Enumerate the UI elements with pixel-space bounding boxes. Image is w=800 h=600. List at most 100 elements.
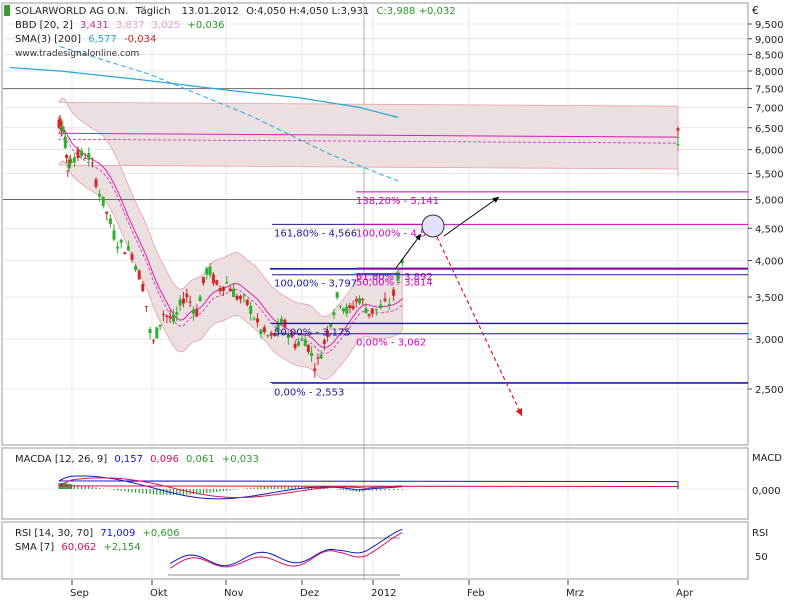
candle-body — [175, 311, 179, 315]
candle-body — [181, 298, 185, 304]
candle-body — [198, 296, 202, 302]
macd-panel-frame — [1, 447, 749, 520]
candle-body — [188, 301, 192, 303]
candle-body — [63, 136, 67, 148]
candle-body — [66, 170, 70, 172]
candle-body — [137, 270, 141, 280]
candle-body — [228, 288, 232, 292]
fib-label: 50,00% - 3,814 — [356, 278, 433, 289]
arrow-up-1 — [395, 233, 422, 269]
candle-body — [201, 277, 205, 284]
time-tick-label: Sep — [70, 588, 89, 599]
rsi-panel-label: RSI — [752, 528, 768, 539]
candle-body — [364, 308, 368, 314]
price-tick-label: 7,000 — [755, 103, 784, 114]
candle-body — [335, 292, 339, 298]
price-tick-label: 5,000 — [755, 195, 784, 206]
candle-body — [374, 308, 378, 311]
time-tick-label: Okt — [150, 588, 168, 599]
candle-body — [112, 230, 116, 240]
price-tick-label: 6,500 — [755, 124, 784, 135]
candle-body — [101, 196, 105, 206]
candle-body — [87, 153, 91, 160]
fib-label: 61,80% - 3,892 — [356, 272, 433, 283]
time-axis: Sep Okt Nov Dez 2012 Feb Mrz Apr — [70, 580, 694, 599]
time-tick-label: 2012 — [371, 588, 396, 599]
candle-body — [225, 282, 229, 284]
candle-body — [313, 368, 317, 371]
candle-body — [70, 161, 74, 163]
candle-body — [387, 304, 391, 306]
candle-body — [316, 357, 320, 359]
candle-body — [171, 314, 175, 322]
projection-arrows — [395, 196, 523, 417]
candle-body — [168, 316, 172, 319]
candle-body — [161, 314, 165, 316]
candle-body — [242, 295, 246, 297]
price-tick-label: 4,500 — [755, 224, 784, 235]
candle-body — [62, 130, 66, 133]
fib-label: 0,00% - 2,553 — [274, 387, 344, 398]
candle-body — [94, 179, 98, 187]
candle-body — [61, 126, 65, 132]
candle-body — [379, 304, 383, 309]
candle-body — [158, 324, 162, 327]
candle-body — [126, 246, 130, 251]
candle-body — [329, 323, 333, 327]
macd-signal-line — [58, 477, 679, 499]
candle-body — [235, 295, 239, 300]
candle-body — [232, 288, 236, 297]
price-tick-label: 6,000 — [755, 146, 784, 157]
candle-body — [108, 218, 112, 225]
sma-legend: SMA(3) [200] 6,577 -0,034 — [15, 34, 156, 45]
candle-body — [65, 154, 69, 158]
candle-body — [354, 299, 358, 302]
candle-body — [293, 343, 297, 349]
bbd-legend: BBD [20, 2] 3,431 3,837 3,025 +0,036 — [15, 20, 225, 31]
candle-body — [134, 265, 138, 270]
candle-body — [358, 298, 362, 304]
macd-panel-label: MACD — [752, 453, 782, 464]
sma-200-projection — [59, 46, 399, 182]
fib-label: 161,80% - 4,566 — [274, 228, 357, 239]
candle-body — [361, 298, 365, 301]
macd-zero-tick: 0,000 — [752, 486, 781, 497]
rsi-sma-legend: SMA [7] 60,062 +2,154 — [15, 542, 141, 553]
fib-label: 138,20% - 5,141 — [356, 196, 439, 207]
macd-legend: MACDA [12, 26, 9] 0,157 0,096 0,061 +0,0… — [15, 454, 259, 465]
candle-body — [306, 344, 310, 353]
candle-body — [249, 305, 253, 315]
price-tick-label: 9,000 — [755, 35, 784, 46]
target-circle — [421, 214, 445, 238]
candle-body — [279, 318, 283, 325]
sma-200-line — [9, 66, 399, 119]
candle-body — [130, 253, 134, 260]
candle-body — [123, 252, 127, 255]
candle-body — [252, 318, 256, 320]
candle-body — [83, 157, 87, 159]
candle-body — [141, 283, 145, 292]
candle-body — [119, 239, 123, 243]
candle-body — [218, 287, 222, 292]
candle-body — [256, 318, 260, 323]
candle-body — [238, 295, 242, 300]
candle-body — [348, 305, 352, 309]
candle-body — [116, 246, 120, 249]
rsi-legend: RSI [14, 30, 70] 71,009 +0,606 — [15, 528, 180, 539]
candle-body — [165, 315, 169, 317]
sma-lines — [9, 46, 399, 182]
candle-body — [383, 298, 387, 301]
candle-body — [300, 338, 304, 340]
currency-label: € — [752, 4, 759, 17]
candle-body — [144, 306, 148, 308]
arrow-up-2 — [443, 196, 500, 237]
candle-body — [676, 137, 680, 139]
candle-body — [76, 149, 80, 159]
candle-body — [98, 194, 102, 197]
time-tick-label: Dez — [300, 588, 319, 599]
price-tick-label: 5,500 — [755, 169, 784, 180]
rsi-50-tick: 50 — [755, 552, 768, 563]
candle-body — [215, 280, 219, 285]
candle-body — [151, 340, 155, 342]
candle-body — [191, 309, 195, 314]
